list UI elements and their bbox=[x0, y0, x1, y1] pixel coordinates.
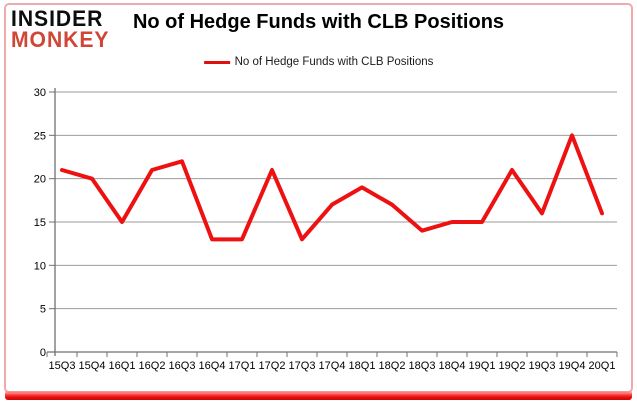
card-border bbox=[4, 3, 633, 393]
svg-text:18Q1: 18Q1 bbox=[349, 360, 376, 372]
chart-title: No of Hedge Funds with CLB Positions bbox=[132, 11, 505, 33]
svg-text:0: 0 bbox=[40, 347, 46, 359]
svg-text:16Q4: 16Q4 bbox=[199, 360, 226, 372]
svg-text:15: 15 bbox=[34, 217, 46, 229]
svg-text:20: 20 bbox=[34, 174, 46, 186]
svg-text:25: 25 bbox=[34, 130, 46, 142]
svg-text:15Q3: 15Q3 bbox=[49, 360, 76, 372]
svg-text:18Q4: 18Q4 bbox=[439, 360, 466, 372]
svg-text:19Q1: 19Q1 bbox=[469, 360, 496, 372]
legend: No of Hedge Funds with CLB Positions bbox=[203, 56, 434, 68]
logo-text-insider: INSIDER bbox=[11, 6, 104, 31]
svg-text:15Q4: 15Q4 bbox=[79, 360, 106, 372]
logo-text-monkey: MONKEY bbox=[11, 26, 110, 52]
bottom-glow-decoration bbox=[5, 391, 632, 400]
svg-text:16Q3: 16Q3 bbox=[169, 360, 196, 372]
svg-text:10: 10 bbox=[34, 260, 46, 272]
svg-text:19Q2: 19Q2 bbox=[499, 360, 526, 372]
svg-text:17Q2: 17Q2 bbox=[259, 360, 286, 372]
svg-text:16Q1: 16Q1 bbox=[109, 360, 136, 372]
svg-text:17Q4: 17Q4 bbox=[319, 360, 346, 372]
svg-text:19Q4: 19Q4 bbox=[559, 360, 586, 372]
svg-text:5: 5 bbox=[40, 304, 46, 316]
svg-text:16Q2: 16Q2 bbox=[139, 360, 166, 372]
svg-text:18Q2: 18Q2 bbox=[379, 360, 406, 372]
svg-text:17Q1: 17Q1 bbox=[229, 360, 256, 372]
svg-text:30: 30 bbox=[34, 87, 46, 99]
svg-text:17Q3: 17Q3 bbox=[289, 360, 316, 372]
legend-line-swatch bbox=[203, 60, 230, 64]
svg-text:19Q3: 19Q3 bbox=[529, 360, 556, 372]
insider-monkey-logo: INSIDER MONKEY bbox=[11, 6, 110, 52]
svg-text:20Q1: 20Q1 bbox=[589, 360, 616, 372]
svg-text:18Q3: 18Q3 bbox=[409, 360, 436, 372]
legend-label: No of Hedge Funds with CLB Positions bbox=[234, 56, 434, 68]
